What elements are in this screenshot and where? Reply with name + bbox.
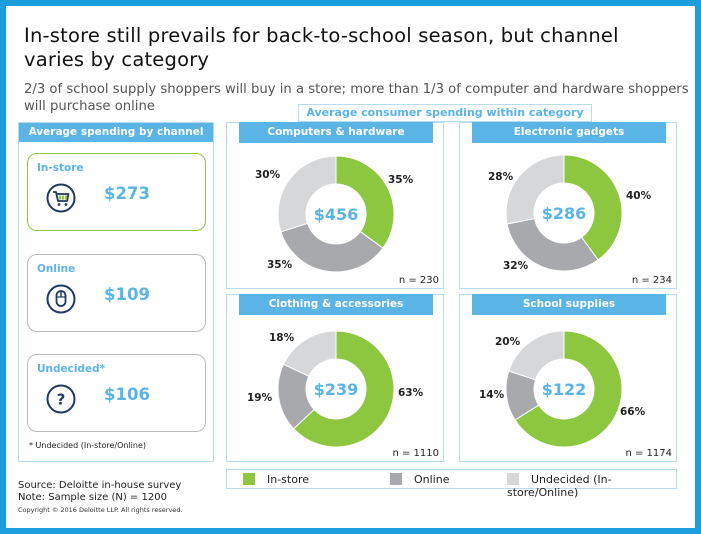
slice-label-online: 32%	[503, 260, 529, 272]
legend-swatch-undecided	[507, 473, 519, 485]
sample-size-label: n = 1110	[392, 448, 439, 459]
donut-chart: $239	[277, 330, 395, 448]
legend-label: Undecided (In-store/Online)	[507, 473, 612, 499]
shopping-cart-icon	[46, 183, 76, 213]
svg-text:?: ?	[57, 391, 66, 409]
undecided-footnote: * Undecided (In-store/Online)	[29, 441, 147, 450]
source-note: Source: Deloitte in-house survey Note: S…	[18, 480, 181, 504]
donut-slice-undecided	[277, 155, 337, 233]
sample-size-label: n = 230	[398, 275, 439, 286]
channel-value: $273	[104, 184, 150, 203]
slice-label-online: 14%	[479, 389, 505, 401]
chart-clothing-accessories: Clothing & accessories $239 63% 19% 18% …	[226, 294, 444, 462]
slice-label-in-store: 35%	[388, 174, 414, 186]
channel-spending-panel: Average spending by channel In-store $27…	[18, 122, 214, 462]
donut-chart: $286	[505, 154, 623, 272]
slide-subtitle: 2/3 of school supply shoppers will buy i…	[24, 82, 689, 114]
slice-label-in-store: 66%	[620, 406, 646, 418]
channel-label: Online	[37, 263, 76, 275]
channel-value: $106	[104, 385, 150, 404]
sample-size-label: n = 234	[631, 275, 672, 286]
donut-slice-in-store	[335, 155, 395, 249]
donut-slice-undecided	[505, 154, 565, 225]
donut-slice-undecided	[508, 330, 565, 381]
chart-school-supplies: School supplies $122 66% 14% 20% n = 117…	[459, 294, 677, 462]
channel-card-in-store: In-store $273	[27, 153, 206, 231]
slice-label-undecided: 30%	[255, 169, 281, 181]
chart-legend: In-store Online Undecided (In-store/Onli…	[226, 469, 677, 499]
donut-center-value: $239	[314, 380, 359, 399]
chart-computers-hardware: Computers & hardware $456 35% 35% 30% n …	[226, 122, 444, 289]
slice-label-online: 19%	[247, 392, 273, 404]
legend-swatch-in-store	[243, 473, 255, 485]
chart-title: Electronic gadgets	[472, 122, 666, 143]
legend-swatch-online	[390, 473, 402, 485]
donut-center-value: $122	[542, 380, 587, 399]
legend-label: In-store	[267, 473, 310, 486]
donut-slice-online	[280, 222, 384, 273]
channel-value: $109	[104, 285, 150, 304]
source-text: Source: Deloitte in-house survey	[18, 480, 182, 491]
legend-item-in-store: In-store	[243, 473, 309, 486]
sample-size-label: n = 1174	[625, 448, 672, 459]
chart-title: School supplies	[472, 294, 666, 315]
slice-label-undecided: 20%	[495, 336, 521, 348]
computer-mouse-icon	[46, 284, 76, 314]
donut-center-value: $286	[542, 204, 587, 223]
channel-label: Undecided*	[37, 363, 106, 375]
category-spending-header: Average consumer spending within categor…	[298, 104, 592, 122]
legend-item-undecided: Undecided (In-store/Online)	[507, 473, 676, 499]
channel-label: In-store	[37, 162, 84, 174]
slice-label-in-store: 63%	[398, 387, 424, 399]
slice-label-in-store: 40%	[626, 190, 652, 202]
copyright-text: Copyright © 2016 Deloitte LLP. All right…	[18, 506, 183, 514]
legend-label: Online	[414, 473, 450, 486]
donut-slice-undecided	[282, 330, 337, 377]
sample-note: Note: Sample size (N) = 1200	[18, 492, 167, 503]
legend-item-online: Online	[390, 473, 449, 486]
slice-label-online: 35%	[267, 259, 293, 271]
donut-slice-in-store	[293, 330, 395, 448]
question-icon: ?	[46, 384, 76, 414]
donut-chart: $456	[277, 155, 395, 273]
channel-card-undecided: Undecided* ? $106	[27, 354, 206, 432]
donut-slice-in-store	[514, 330, 623, 448]
donut-slice-in-store	[563, 154, 623, 261]
chart-title: Clothing & accessories	[239, 294, 433, 315]
channel-card-online: Online $109	[27, 254, 206, 332]
chart-title: Computers & hardware	[239, 122, 433, 143]
donut-slice-online	[506, 218, 599, 272]
channel-panel-header: Average spending by channel	[19, 123, 213, 142]
donut-chart: $122	[505, 330, 623, 448]
slice-label-undecided: 28%	[488, 171, 514, 183]
donut-center-value: $456	[314, 205, 359, 224]
slice-label-undecided: 18%	[269, 332, 295, 344]
slide-title: In-store still prevails for back-to-scho…	[24, 24, 619, 71]
chart-electronic-gadgets: Electronic gadgets $286 40% 32% 28% n = …	[459, 122, 677, 289]
